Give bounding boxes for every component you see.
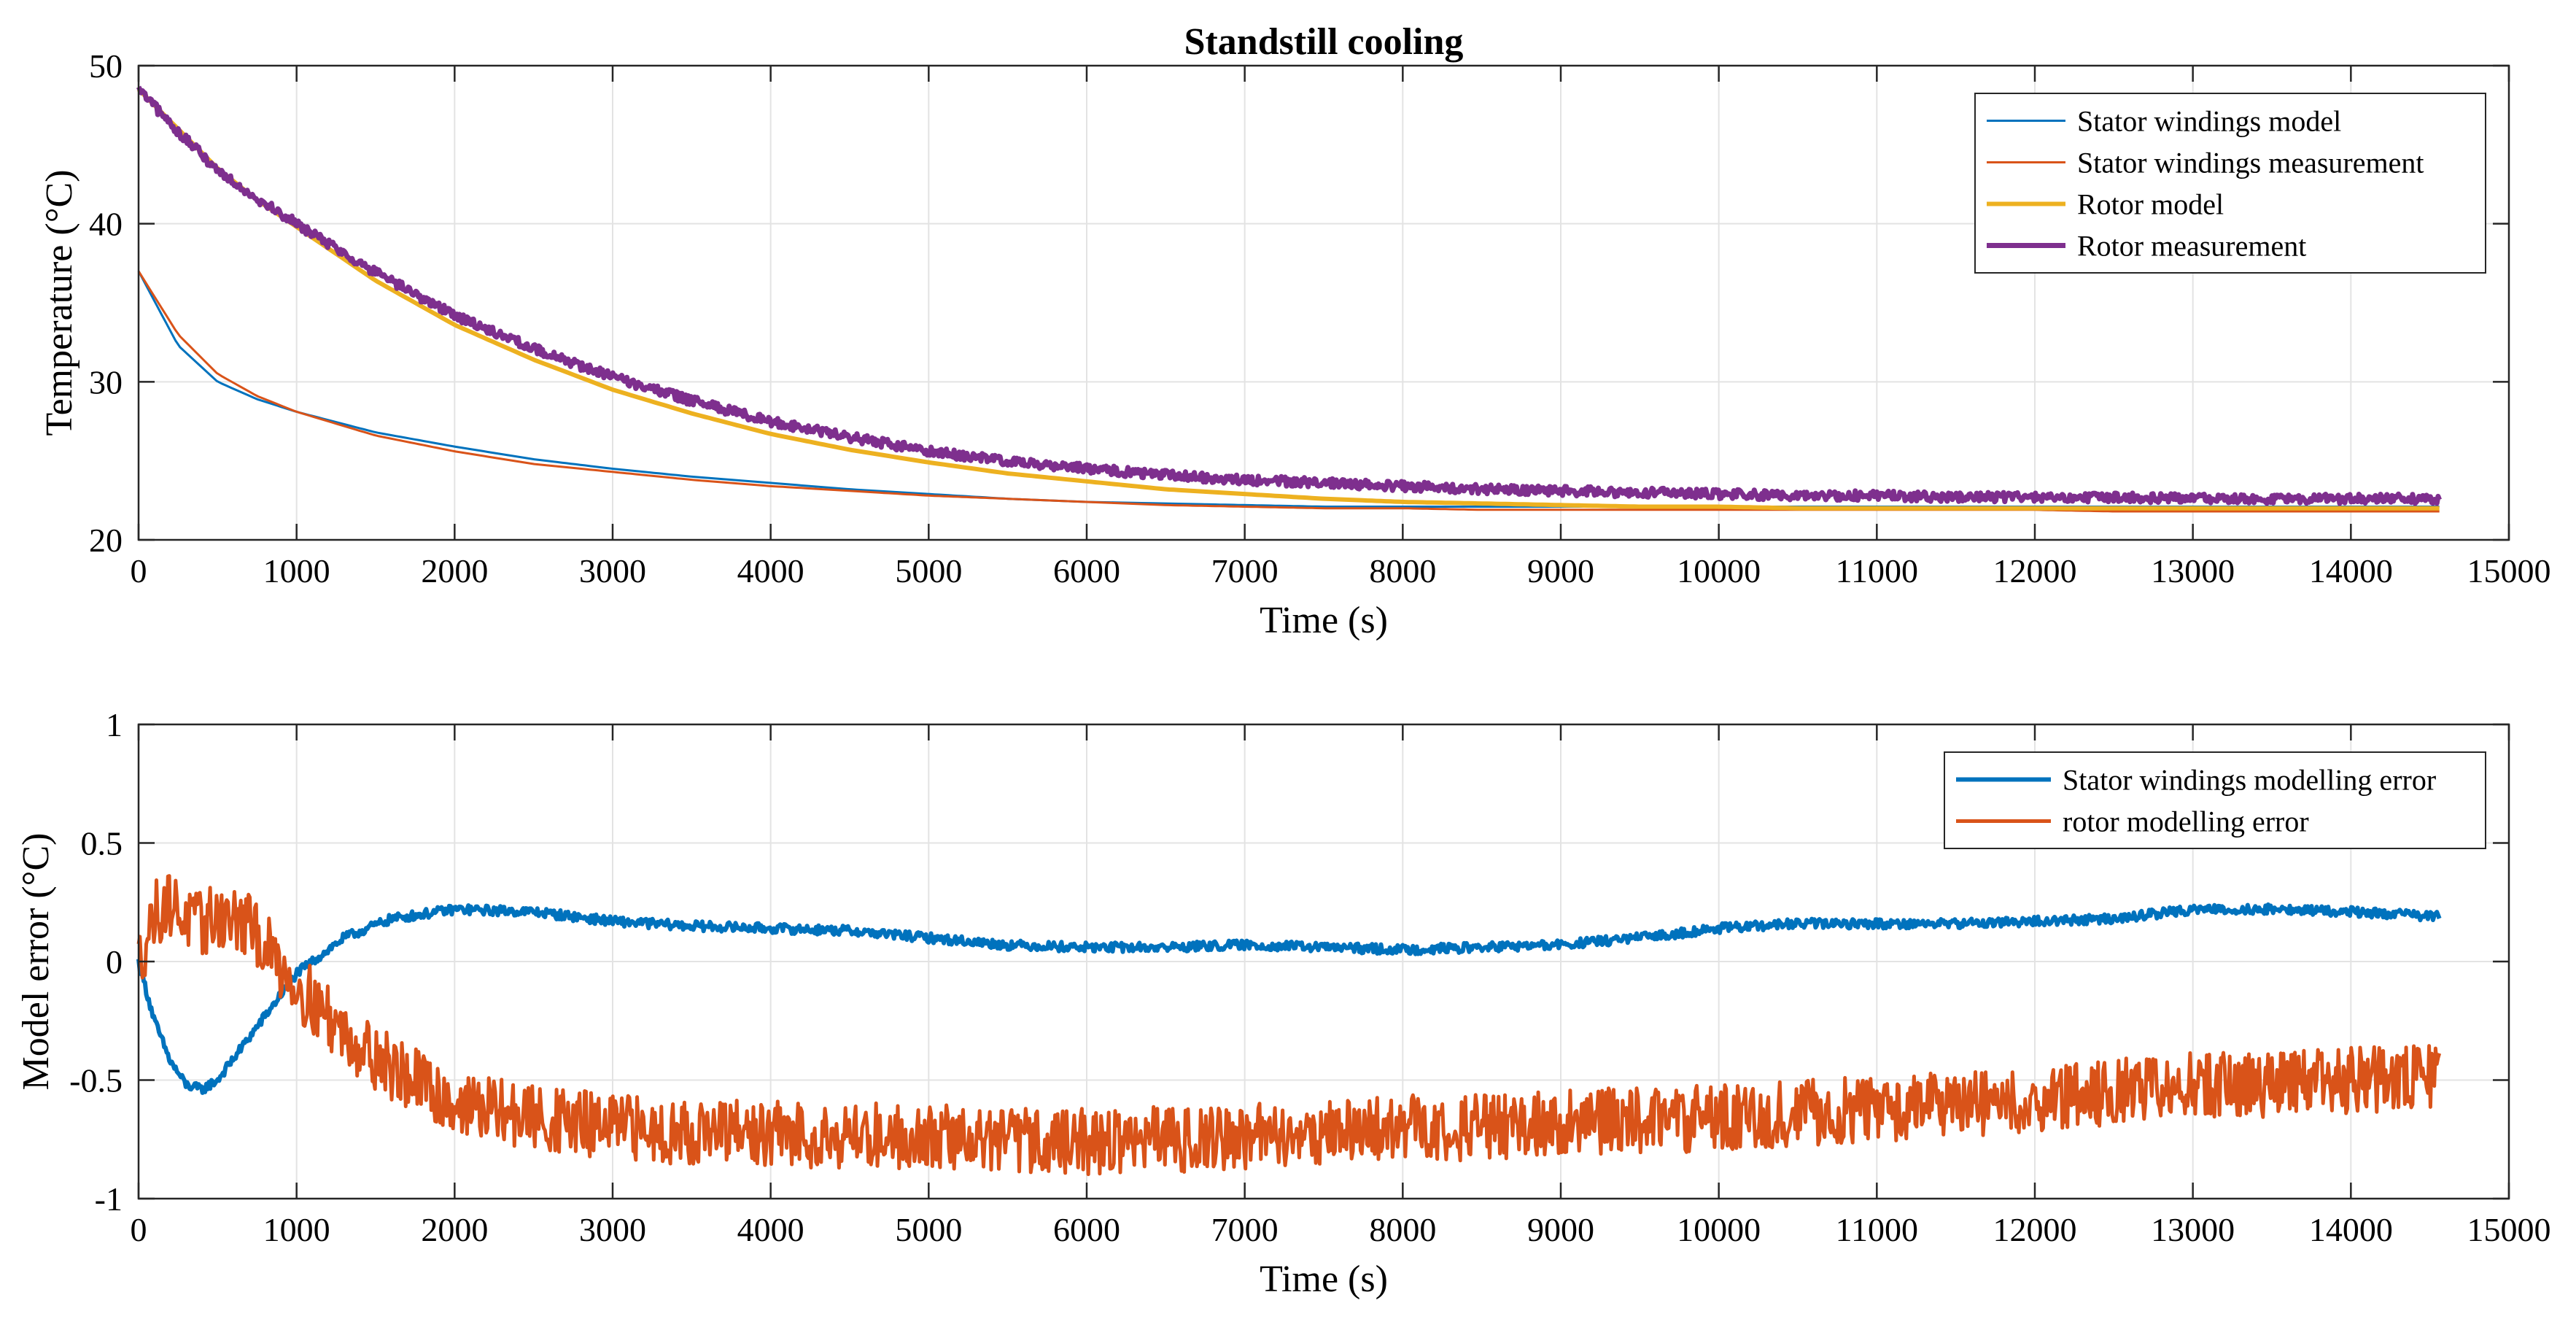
x-tick-label: 9000	[1527, 1211, 1594, 1248]
chart-1: 0 1000 2000 3000 4000 5000 6000 7000 8000 9000 100…	[39, 21, 2551, 641]
x-tick-label: 6000	[1053, 552, 1120, 589]
legend-label: rotor modelling error	[2063, 805, 2309, 838]
x-tick-label: 14000	[2309, 552, 2393, 589]
legend: Stator windings modelling error rotor mod…	[1944, 751, 2486, 849]
x-tick-label: 13000	[2151, 1211, 2235, 1248]
x-tick-label: 13000	[2151, 552, 2235, 589]
y-tick-label: 1	[106, 706, 123, 743]
chart-2: 0 1000 2000 3000 4000 5000 6000 7000 8000 9000 100…	[15, 706, 2551, 1300]
y-tick-label: 20	[89, 522, 123, 559]
x-tick-label: 8000	[1369, 1211, 1436, 1248]
x-tick-label: 1000	[263, 1211, 330, 1248]
x-tick-label: 4000	[737, 552, 804, 589]
x-tick-label: 5000	[895, 552, 962, 589]
y-tick-label: 40	[89, 206, 123, 243]
y-tick-label: 50	[89, 47, 123, 85]
x-tick-label: 0	[131, 1211, 147, 1248]
x-tick-label: 12000	[1993, 552, 2077, 589]
x-tick-label: 4000	[737, 1211, 804, 1248]
x-tick-label: 5000	[895, 1211, 962, 1248]
x-tick-label: 8000	[1369, 552, 1436, 589]
x-tick-label: 14000	[2309, 1211, 2393, 1248]
x-tick-label: 3000	[579, 1211, 646, 1248]
legend-label: Stator windings measurement	[2077, 147, 2424, 179]
legend-label: Rotor measurement	[2077, 230, 2306, 263]
x-tick-label: 9000	[1527, 552, 1594, 589]
x-tick-label: 7000	[1211, 552, 1279, 589]
x-tick-label: 1000	[263, 552, 330, 589]
y-tick-label: -1	[95, 1180, 123, 1218]
x-tick-label: 3000	[579, 552, 646, 589]
x-tick-label: 2000	[421, 1211, 488, 1248]
x-tick-label: 10000	[1677, 552, 1761, 589]
y-tick-label: 0	[106, 943, 123, 980]
axes-frame	[137, 64, 2510, 541]
y-tick-label: 30	[89, 363, 123, 401]
series-line-rotor-modelling-error	[136, 874, 2442, 1177]
x-axis-label: Time (s)	[1260, 1258, 1388, 1300]
x-tick-label: 7000	[1211, 1211, 1279, 1248]
x-tick-label: 10000	[1677, 1211, 1761, 1248]
y-tick-label: 0.5	[81, 825, 123, 862]
x-tick-label: 11000	[1836, 1211, 1918, 1248]
x-tick-label: 11000	[1836, 552, 1918, 589]
series-line-stator-windings-modelling-error	[136, 902, 2442, 1095]
legend-label: Stator windings model	[2077, 105, 2341, 138]
y-axis-label: Temperature (°C)	[39, 169, 80, 436]
series-line-rotor-model	[136, 88, 2440, 511]
x-tick-label: 6000	[1053, 1211, 1120, 1248]
chart-title: Standstill cooling	[1184, 21, 1464, 63]
x-tick-label: 15000	[2467, 1211, 2551, 1248]
y-tick-label: -0.5	[69, 1062, 123, 1099]
x-tick-label: 12000	[1993, 1211, 2077, 1248]
legend-box	[1944, 751, 2486, 849]
x-axis-label: Time (s)	[1260, 600, 1388, 641]
series-line-rotor-measurement	[136, 85, 2442, 506]
x-tick-label: 0	[131, 552, 147, 589]
x-tick-label: 15000	[2467, 552, 2551, 589]
legend-label: Rotor model	[2077, 188, 2224, 221]
x-tick-label: 2000	[421, 552, 488, 589]
legend-label: Stator windings modelling error	[2063, 764, 2436, 797]
legend: Stator windings model Stator windings mea…	[1974, 93, 2486, 274]
y-axis-label: Model error (°C)	[15, 833, 57, 1091]
